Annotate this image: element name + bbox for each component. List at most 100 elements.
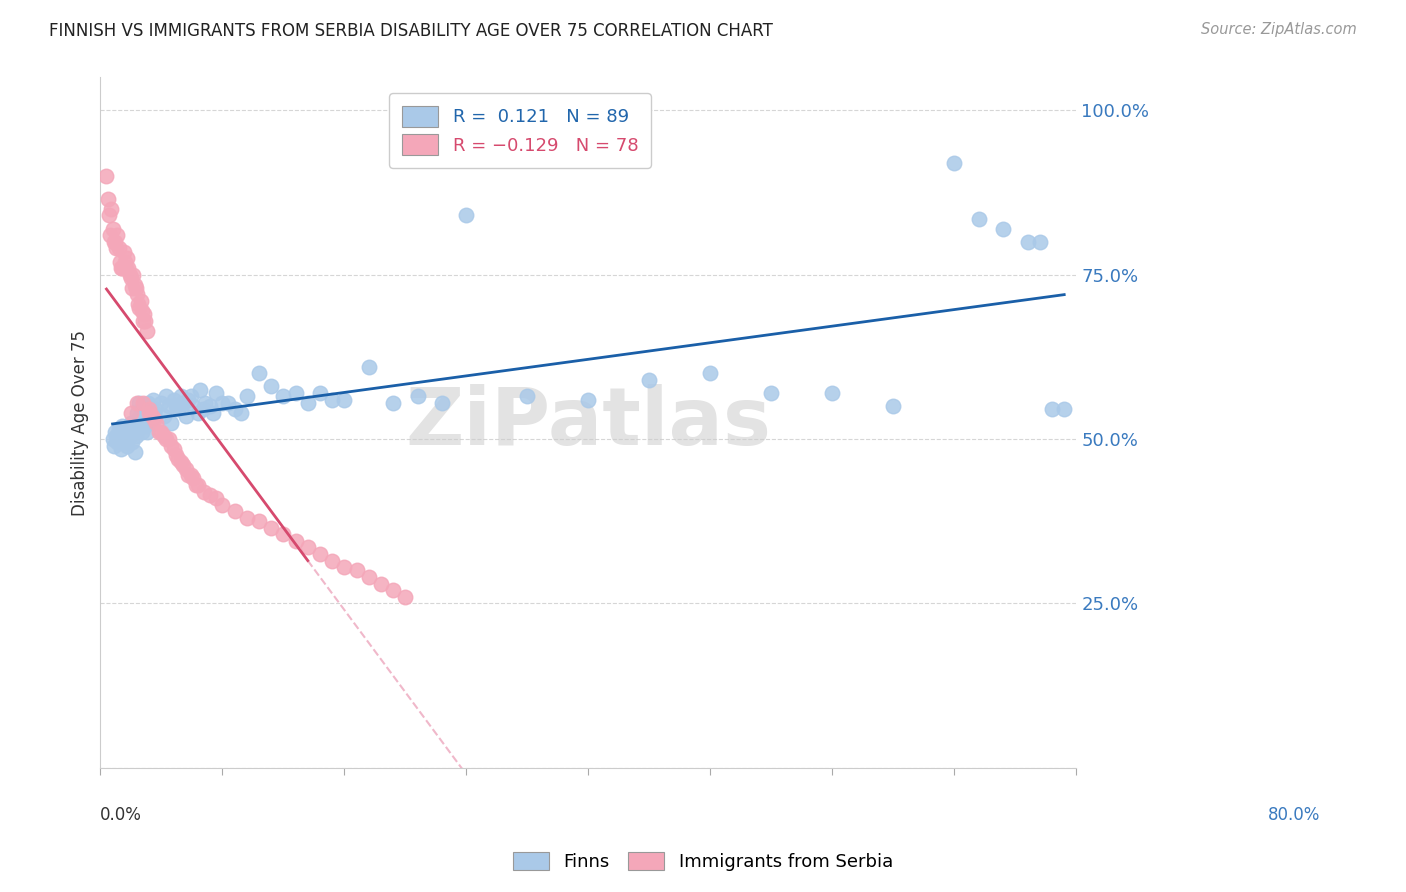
Point <box>115 439 138 453</box>
Point <box>181 399 204 413</box>
Point <box>132 314 155 328</box>
Point <box>284 533 307 548</box>
Point <box>456 209 478 223</box>
Point <box>117 261 139 276</box>
Point <box>172 458 194 473</box>
Point <box>236 511 259 525</box>
Point <box>211 396 233 410</box>
Point <box>217 396 239 410</box>
Point <box>139 402 162 417</box>
Point <box>103 235 125 249</box>
Point <box>211 498 233 512</box>
Point <box>96 169 118 183</box>
Point <box>247 366 270 380</box>
Point <box>120 416 142 430</box>
Point <box>98 228 121 243</box>
Point <box>145 416 167 430</box>
Point <box>191 402 214 417</box>
Point <box>1053 402 1076 417</box>
Point <box>124 445 146 459</box>
Point <box>370 576 392 591</box>
Point <box>142 392 165 407</box>
Point <box>122 425 145 440</box>
Point <box>174 409 197 423</box>
Point <box>107 435 129 450</box>
Point <box>1017 235 1039 249</box>
Point <box>135 324 157 338</box>
Point <box>117 422 139 436</box>
Point <box>143 402 166 417</box>
Point <box>105 241 128 255</box>
Point <box>993 221 1015 235</box>
Point <box>112 244 135 259</box>
Point <box>167 402 190 417</box>
Point <box>155 432 177 446</box>
Point <box>273 389 295 403</box>
Point <box>134 314 156 328</box>
Point <box>141 412 163 426</box>
Point <box>108 432 131 446</box>
Point <box>190 383 212 397</box>
Point <box>357 570 380 584</box>
Point <box>430 396 453 410</box>
Point <box>121 281 143 295</box>
Point <box>131 425 153 440</box>
Point <box>127 297 149 311</box>
Point <box>111 418 134 433</box>
Point <box>115 261 138 276</box>
Legend: R =  0.121   N = 89, R = −0.129   N = 78: R = 0.121 N = 89, R = −0.129 N = 78 <box>389 94 651 168</box>
Point <box>107 228 129 243</box>
Point <box>194 396 217 410</box>
Point <box>138 399 160 413</box>
Point <box>129 402 152 417</box>
Point <box>247 514 270 528</box>
Point <box>125 396 148 410</box>
Point <box>165 449 187 463</box>
Point <box>174 461 197 475</box>
Text: 0.0%: 0.0% <box>100 805 142 823</box>
Point <box>229 406 252 420</box>
Point <box>131 303 153 318</box>
Point <box>134 418 156 433</box>
Point <box>699 366 721 380</box>
Point <box>205 386 228 401</box>
Point <box>967 211 990 226</box>
Point <box>143 412 166 426</box>
Point <box>141 409 163 423</box>
Point <box>128 301 150 315</box>
Point <box>382 583 405 598</box>
Point <box>127 412 149 426</box>
Point <box>162 392 184 407</box>
Point <box>121 435 143 450</box>
Point <box>97 192 120 206</box>
Point <box>180 389 202 403</box>
Point <box>357 359 380 374</box>
Point <box>1029 235 1052 249</box>
Point <box>201 406 224 420</box>
Point <box>165 399 187 413</box>
Text: 80.0%: 80.0% <box>1268 805 1320 823</box>
Point <box>114 254 136 268</box>
Point <box>761 386 783 401</box>
Point <box>160 439 183 453</box>
Point <box>97 209 120 223</box>
Point <box>132 396 155 410</box>
Point <box>120 406 142 420</box>
Point <box>167 451 190 466</box>
Point <box>333 560 356 574</box>
Point <box>394 590 416 604</box>
Point <box>152 409 174 423</box>
Legend: Finns, Immigrants from Serbia: Finns, Immigrants from Serbia <box>506 845 900 879</box>
Point <box>333 392 356 407</box>
Point <box>177 392 200 407</box>
Point <box>110 442 132 456</box>
Point <box>516 389 538 403</box>
Point <box>638 373 661 387</box>
Point <box>136 396 159 410</box>
Point <box>187 406 209 420</box>
Point <box>101 432 124 446</box>
Y-axis label: Disability Age Over 75: Disability Age Over 75 <box>72 329 89 516</box>
Point <box>309 386 332 401</box>
Point <box>193 484 215 499</box>
Point <box>114 425 136 440</box>
